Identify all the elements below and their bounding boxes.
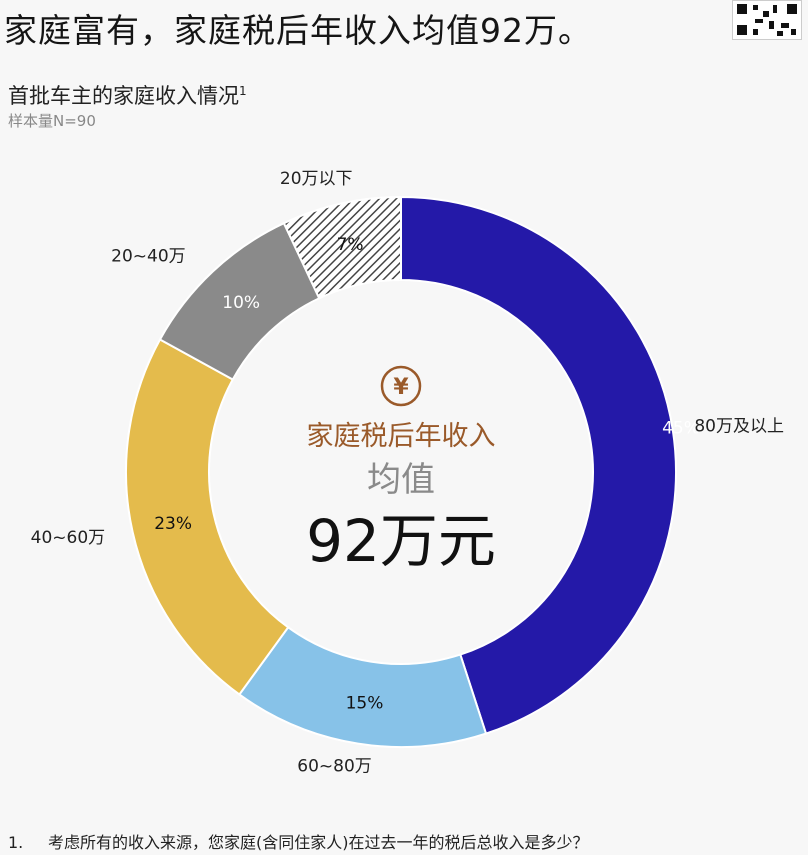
slice-2 <box>125 338 290 696</box>
headline: 家庭富有，家庭税后年收入均值92万。 <box>4 11 592 50</box>
category-label-4: 20万以下 <box>280 169 353 189</box>
center-sub: 均值 <box>367 460 435 500</box>
percent-label-0: 45% <box>662 419 700 439</box>
center-label: 家庭税后年收入 <box>307 421 496 452</box>
center-block: ¥ 家庭税后年收入 均值 92万元 <box>306 365 496 575</box>
chart-subtitle: 首批车主的家庭收入情况1 <box>8 84 247 108</box>
sample-size: 样本量N=90 <box>8 112 96 130</box>
footnote: 1. 考虑所有的收入来源，您家庭(含同住家人)在过去一年的税后总收入是多少？ <box>8 833 589 852</box>
svg-text:¥: ¥ <box>393 375 409 400</box>
category-label-2: 40~60万 <box>31 528 106 548</box>
category-label-1: 60~80万 <box>297 756 372 776</box>
percent-label-4: 7% <box>337 235 364 255</box>
donut-labels: 45%80万及以上 15% 60~80万 23% 40~60万 10% 20~40万 7% 20… <box>31 169 784 776</box>
qr-code[interactable] <box>732 0 802 40</box>
center-value: 92万元 <box>306 507 496 575</box>
category-label-3: 20~40万 <box>111 246 186 266</box>
slice-0 <box>400 195 677 735</box>
slice-4 <box>282 195 402 300</box>
category-label-0: 80万及以上 <box>694 417 784 437</box>
slice-1 <box>237 625 488 748</box>
percent-label-1: 15% <box>346 694 384 714</box>
yen-icon <box>380 365 422 407</box>
donut-slices <box>125 195 677 748</box>
percent-label-3: 10% <box>222 293 260 313</box>
percent-label-2: 23% <box>154 514 192 534</box>
